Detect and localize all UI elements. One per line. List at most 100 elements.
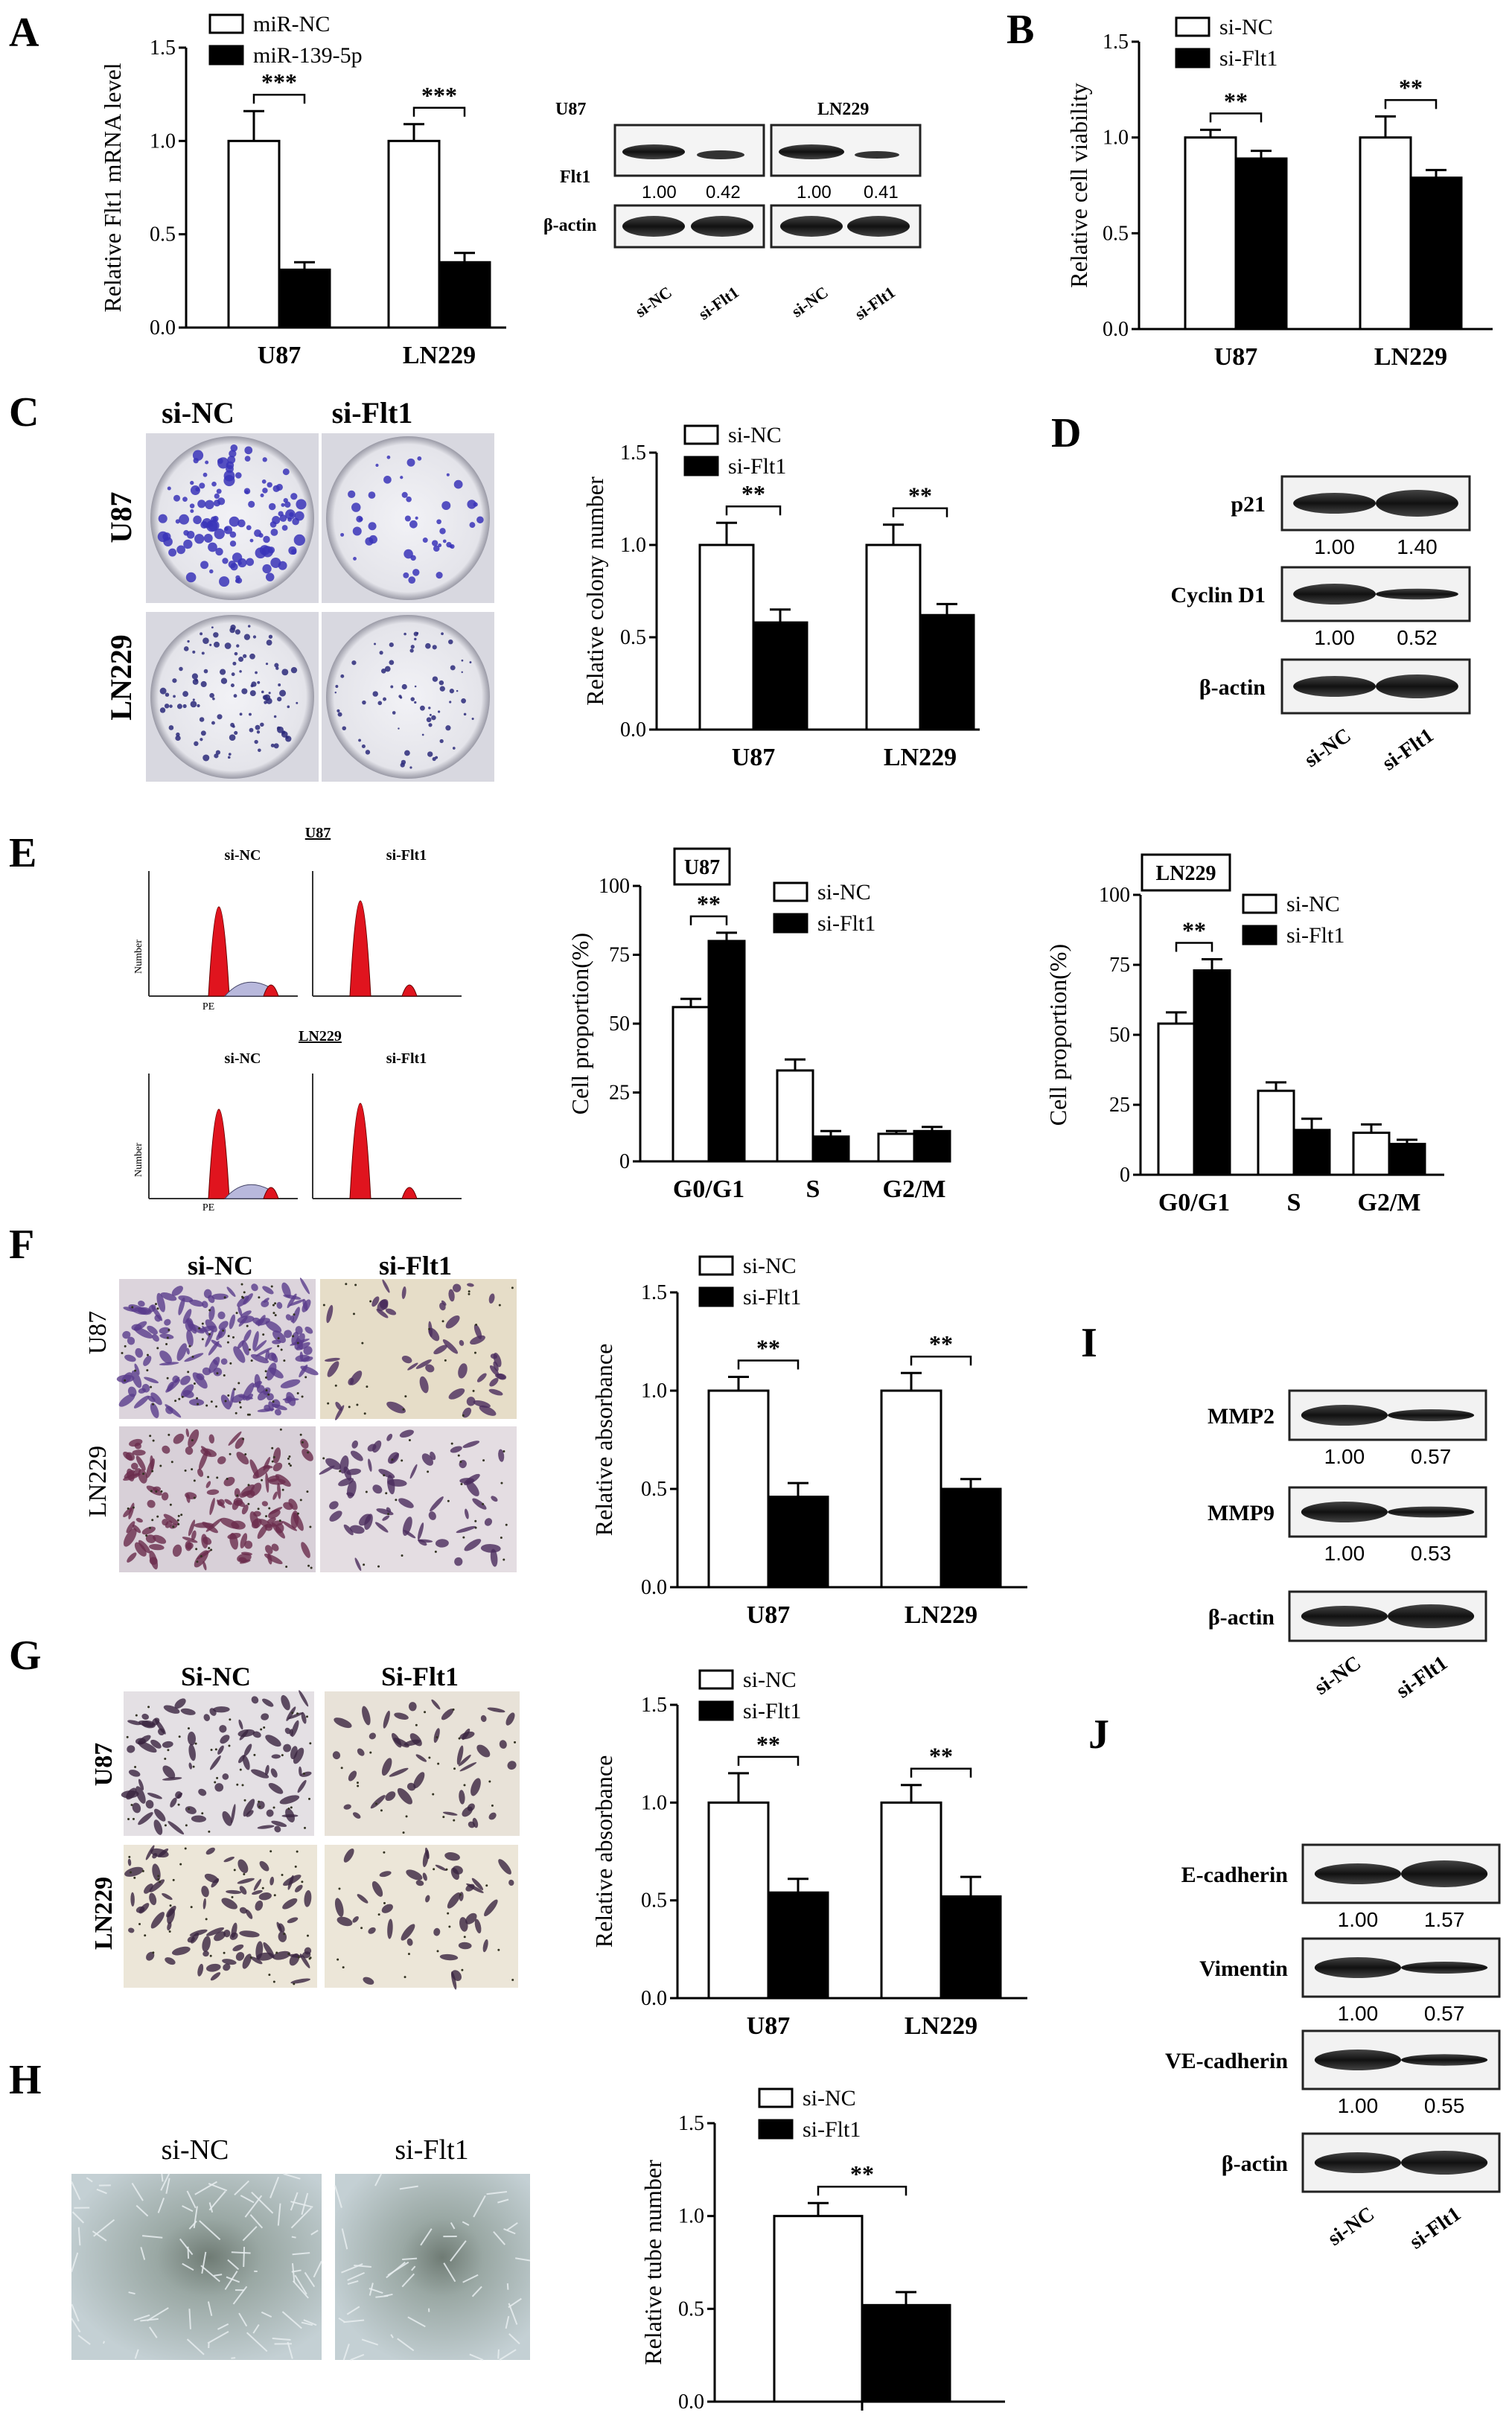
cell (428, 1511, 436, 1520)
cell (263, 1465, 273, 1469)
cell (456, 1745, 464, 1765)
cell (251, 1769, 269, 1779)
cell (372, 1440, 382, 1453)
tube-segment (277, 2203, 281, 2226)
sig-bracket (252, 93, 306, 104)
colony-dot (229, 734, 236, 741)
colony-dot (383, 697, 386, 701)
blot-quant: 0.57 (1411, 1445, 1452, 1468)
bar-si-flt1-0 (1193, 969, 1231, 1176)
colony-dot (209, 643, 212, 646)
sig-bracket (910, 1355, 972, 1366)
y-tick-label: 0.5 (620, 626, 646, 649)
cell (205, 1927, 225, 1936)
colony-dot (429, 713, 432, 716)
colony-dot (431, 715, 436, 721)
blot-d: p21 1.00 1.40 Cyclin D1 1.00 0.52 β-actin si-NC… (1171, 475, 1471, 775)
sig-bracket (1384, 99, 1438, 109)
cell (203, 1714, 211, 1721)
pore (172, 1525, 175, 1528)
cell (258, 1315, 266, 1327)
blot-band (1301, 1606, 1388, 1627)
y-tick-label: 25 (1109, 1094, 1130, 1117)
colony-row-ln229: LN229 (104, 634, 138, 721)
colony-dot (293, 534, 305, 546)
pore (197, 1403, 200, 1406)
pore (474, 1519, 477, 1522)
cell (433, 1728, 440, 1744)
cell (464, 1473, 480, 1485)
chart-g: 0.0 0.5 1.0 1.5 Relative absorbance U87 ** LN22… (590, 1668, 1027, 2040)
colony-dot (214, 528, 225, 540)
sig-bracket (689, 915, 728, 925)
pore (263, 1726, 266, 1729)
cell (141, 1713, 149, 1720)
pore (287, 1953, 290, 1956)
cell (447, 1892, 461, 1909)
cell (138, 1741, 157, 1753)
blot-lane-label: si-Flt1 (1392, 1651, 1452, 1703)
pore (383, 1901, 386, 1904)
cell (127, 1745, 135, 1753)
tube-segment (303, 2319, 317, 2326)
tube-sinc-img (71, 2174, 322, 2360)
blot-row-label: Vimentin (1199, 1956, 1288, 1981)
pore (270, 1285, 273, 1288)
cell (171, 1946, 191, 1956)
pore (482, 1502, 485, 1505)
cell (302, 1299, 311, 1312)
pore (301, 1395, 304, 1398)
cell (138, 1903, 150, 1914)
y-axis-label: Relative Flt1 mRNA level (99, 63, 126, 312)
colony-dot (284, 501, 291, 508)
colony-dot (255, 547, 267, 559)
colony-dot (400, 762, 405, 768)
pore (297, 1956, 300, 1959)
colony-dot (224, 526, 229, 531)
cell (228, 1431, 242, 1446)
cell (415, 1754, 427, 1762)
pore (235, 1412, 237, 1414)
colony-dot (258, 748, 261, 753)
cell (243, 1744, 252, 1756)
pore (271, 1460, 274, 1463)
cell (123, 1508, 133, 1518)
tube-col-sinc: si-NC (162, 2134, 229, 2166)
colony-dot (208, 520, 220, 532)
colony-dot (287, 517, 293, 522)
cell (343, 1849, 354, 1863)
sig-label: ** (756, 1731, 780, 1758)
y-axis-label: Relative tube number (639, 2160, 666, 2365)
colony-dot (296, 499, 307, 510)
cell (239, 1484, 255, 1498)
colony-dot (403, 632, 406, 636)
bar-si-flt1-0 (767, 1496, 829, 1589)
blot-lane-label: si-Flt1 (1406, 2202, 1465, 2253)
cell (244, 1540, 253, 1549)
pore (475, 1323, 478, 1326)
flow-peak (349, 900, 371, 997)
pore (214, 1405, 217, 1408)
blot-a-row-flt1: Flt1 (560, 168, 590, 187)
cell (188, 1519, 196, 1537)
pore (166, 1336, 169, 1339)
pore (134, 1369, 137, 1372)
cell (138, 1388, 147, 1394)
colony-dot (351, 503, 361, 512)
pore (301, 1441, 304, 1444)
cell (413, 1772, 425, 1789)
cell (237, 1553, 252, 1563)
pore (253, 1753, 256, 1756)
colony-dot (404, 750, 410, 756)
colony-dot (163, 537, 173, 547)
tube-segment (238, 2312, 248, 2327)
blot-band (1401, 1962, 1488, 1974)
colony-dot (236, 644, 240, 648)
colony-dot (191, 673, 199, 680)
pore (290, 1806, 293, 1809)
cell (442, 1339, 459, 1354)
sig-label: ** (1182, 916, 1206, 943)
tube-segment (354, 2265, 371, 2268)
pore (434, 1550, 437, 1553)
cell (295, 1326, 303, 1335)
